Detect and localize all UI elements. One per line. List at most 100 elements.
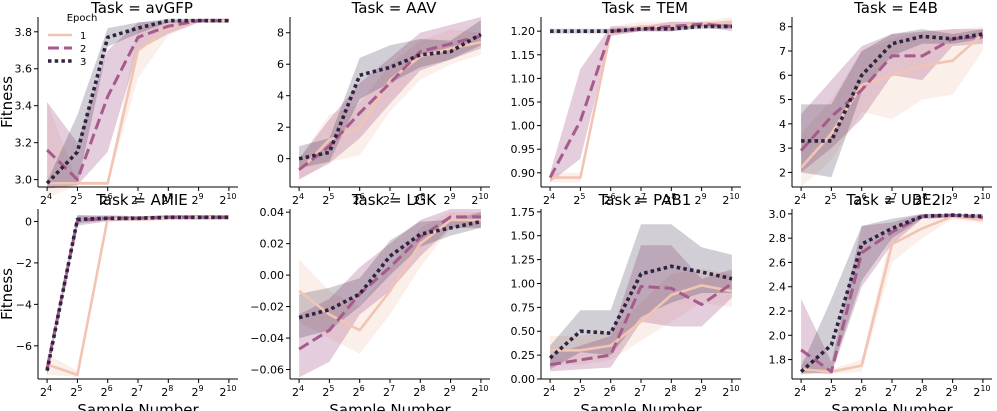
x-tick-label: 25 xyxy=(70,384,82,399)
y-tick-label: 1.25 xyxy=(511,254,536,267)
y-tick-label: 1.10 xyxy=(511,72,536,85)
panel-title: Task = avGFP xyxy=(90,0,193,17)
x-tick-label: 29 xyxy=(444,384,456,399)
band-epoch-2 xyxy=(299,209,481,378)
band-epoch-3 xyxy=(801,29,983,178)
x-tick-label: 29 xyxy=(946,384,958,399)
x-tick-label: 210 xyxy=(973,384,990,399)
x-tick-label: 25 xyxy=(322,192,334,207)
y-tick-label: 0.50 xyxy=(511,325,536,338)
band-epoch-3 xyxy=(801,213,983,375)
x-tick-label: 27 xyxy=(885,192,897,207)
x-tick-label: 210 xyxy=(722,384,739,399)
x-tick-label: 25 xyxy=(824,384,836,399)
y-tick-label: 3.6 xyxy=(15,63,33,76)
x-axis-label: Sample Number xyxy=(77,401,199,411)
y-tick-label: 2.2 xyxy=(769,305,787,318)
x-tick-label: 26 xyxy=(353,384,365,399)
y-tick-label: 0.75 xyxy=(511,301,536,314)
y-tick-label: 1.05 xyxy=(511,96,536,109)
x-tick-label: 26 xyxy=(101,384,113,399)
panel-title: Task = E4B xyxy=(853,0,938,17)
x-tick-label: 26 xyxy=(604,192,616,207)
x-axis-label: Sample Number xyxy=(831,401,953,411)
band-epoch-1 xyxy=(550,269,732,365)
x-tick-label: 27 xyxy=(634,384,646,399)
panel-1: 3.0 3.2 3.4 3.6 3.8 24 25 26 27 28 29 210 Task = avG… xyxy=(0,0,238,207)
y-tick-label: 0 xyxy=(25,215,32,228)
panel-3: 0.90 0.95 1.00 1.05 1.10 1.15 1.20 24 25 26 27 28 29… xyxy=(511,0,741,207)
x-tick-label: 26 xyxy=(101,192,113,207)
band-epoch-2 xyxy=(299,17,481,180)
y-tick-label: −2 xyxy=(16,257,32,270)
y-tick-label: 1.8 xyxy=(769,354,787,367)
x-tick-label: 27 xyxy=(131,384,143,399)
x-tick-label: 210 xyxy=(973,192,990,207)
y-tick-label: 2.4 xyxy=(769,281,787,294)
panel-4: 2 3 4 5 6 7 8 24 25 26 27 28 29 210 Task = E4B xyxy=(779,0,992,207)
x-axis-label: Sample Number xyxy=(329,401,451,411)
x-tick-label: 28 xyxy=(161,384,173,399)
band-epoch-2 xyxy=(47,18,229,189)
x-tick-label: 28 xyxy=(664,384,676,399)
y-tick-label: 3.2 xyxy=(15,137,33,150)
x-tick-label: 26 xyxy=(855,192,867,207)
panel-5: −6 −4 −2 0 24 25 26 27 28 29 210 Task = AMIE Sample … xyxy=(0,191,238,411)
y-tick-label: 2.0 xyxy=(769,329,787,342)
band-epoch-2 xyxy=(801,29,983,173)
x-tick-label: 27 xyxy=(131,192,143,207)
x-tick-label: 28 xyxy=(664,192,676,207)
x-tick-label: 29 xyxy=(192,384,204,399)
x-tick-label: 28 xyxy=(915,192,927,207)
legend-label-epoch-2: 2 xyxy=(80,44,86,55)
y-tick-label: 1.00 xyxy=(511,120,536,133)
y-axis-label: Fitness xyxy=(0,268,16,320)
y-axis-label: Fitness xyxy=(0,76,16,128)
y-tick-label: 2 xyxy=(779,166,786,179)
y-tick-label: 1.15 xyxy=(511,49,536,62)
x-tick-label: 24 xyxy=(40,192,52,207)
x-tick-label: 210 xyxy=(219,384,236,399)
x-tick-label: 24 xyxy=(794,192,806,207)
y-tick-label: 1.75 xyxy=(511,206,536,219)
panel-6: −0.06 −0.04 −0.02 0.00 0.02 0.04 24 25 26 27 28 29 2… xyxy=(250,191,490,411)
x-tick-label: 24 xyxy=(794,384,806,399)
band-epoch-1 xyxy=(299,212,481,354)
band-epoch-2 xyxy=(801,213,983,375)
y-tick-label: 6 xyxy=(277,58,284,71)
panel-title: Task = LGK xyxy=(351,191,437,209)
legend-label-epoch-1: 1 xyxy=(80,31,86,42)
y-tick-label: 4 xyxy=(277,90,284,103)
panel-title: Task = TEM xyxy=(601,0,688,17)
y-tick-label: 2.8 xyxy=(769,232,787,245)
band-epoch-3 xyxy=(299,212,481,339)
y-tick-label: 0.90 xyxy=(511,167,536,180)
x-tick-label: 24 xyxy=(543,192,555,207)
panel-title: Task = AMIE xyxy=(95,191,188,209)
panel-7: 0.00 0.25 0.50 0.75 1.00 1.25 1.50 1.75 24 25 26 27… xyxy=(511,191,741,411)
band-epoch-2 xyxy=(550,21,732,183)
y-tick-label: 3.0 xyxy=(769,208,787,221)
band-epoch-2 xyxy=(550,245,732,372)
x-tick-label: 24 xyxy=(40,384,52,399)
y-tick-label: 3.0 xyxy=(15,174,33,187)
y-tick-label: 1.50 xyxy=(511,230,536,243)
y-tick-label: 8 xyxy=(277,27,284,40)
x-tick-label: 24 xyxy=(292,384,304,399)
x-tick-label: 28 xyxy=(413,384,425,399)
y-tick-label: 0.04 xyxy=(260,206,285,219)
y-tick-label: 0.95 xyxy=(511,143,536,156)
y-tick-label: 3.4 xyxy=(15,100,33,113)
y-tick-label: 4 xyxy=(779,118,786,131)
y-tick-label: 3 xyxy=(779,142,786,155)
x-tick-label: 29 xyxy=(192,192,204,207)
x-tick-label: 28 xyxy=(161,192,173,207)
x-tick-label: 210 xyxy=(219,192,236,207)
x-tick-label: 26 xyxy=(855,384,867,399)
x-tick-label: 28 xyxy=(915,384,927,399)
y-tick-label: −6 xyxy=(16,340,32,353)
y-tick-label: 6 xyxy=(779,69,786,82)
x-tick-label: 26 xyxy=(604,384,616,399)
band-epoch-3 xyxy=(299,20,481,169)
